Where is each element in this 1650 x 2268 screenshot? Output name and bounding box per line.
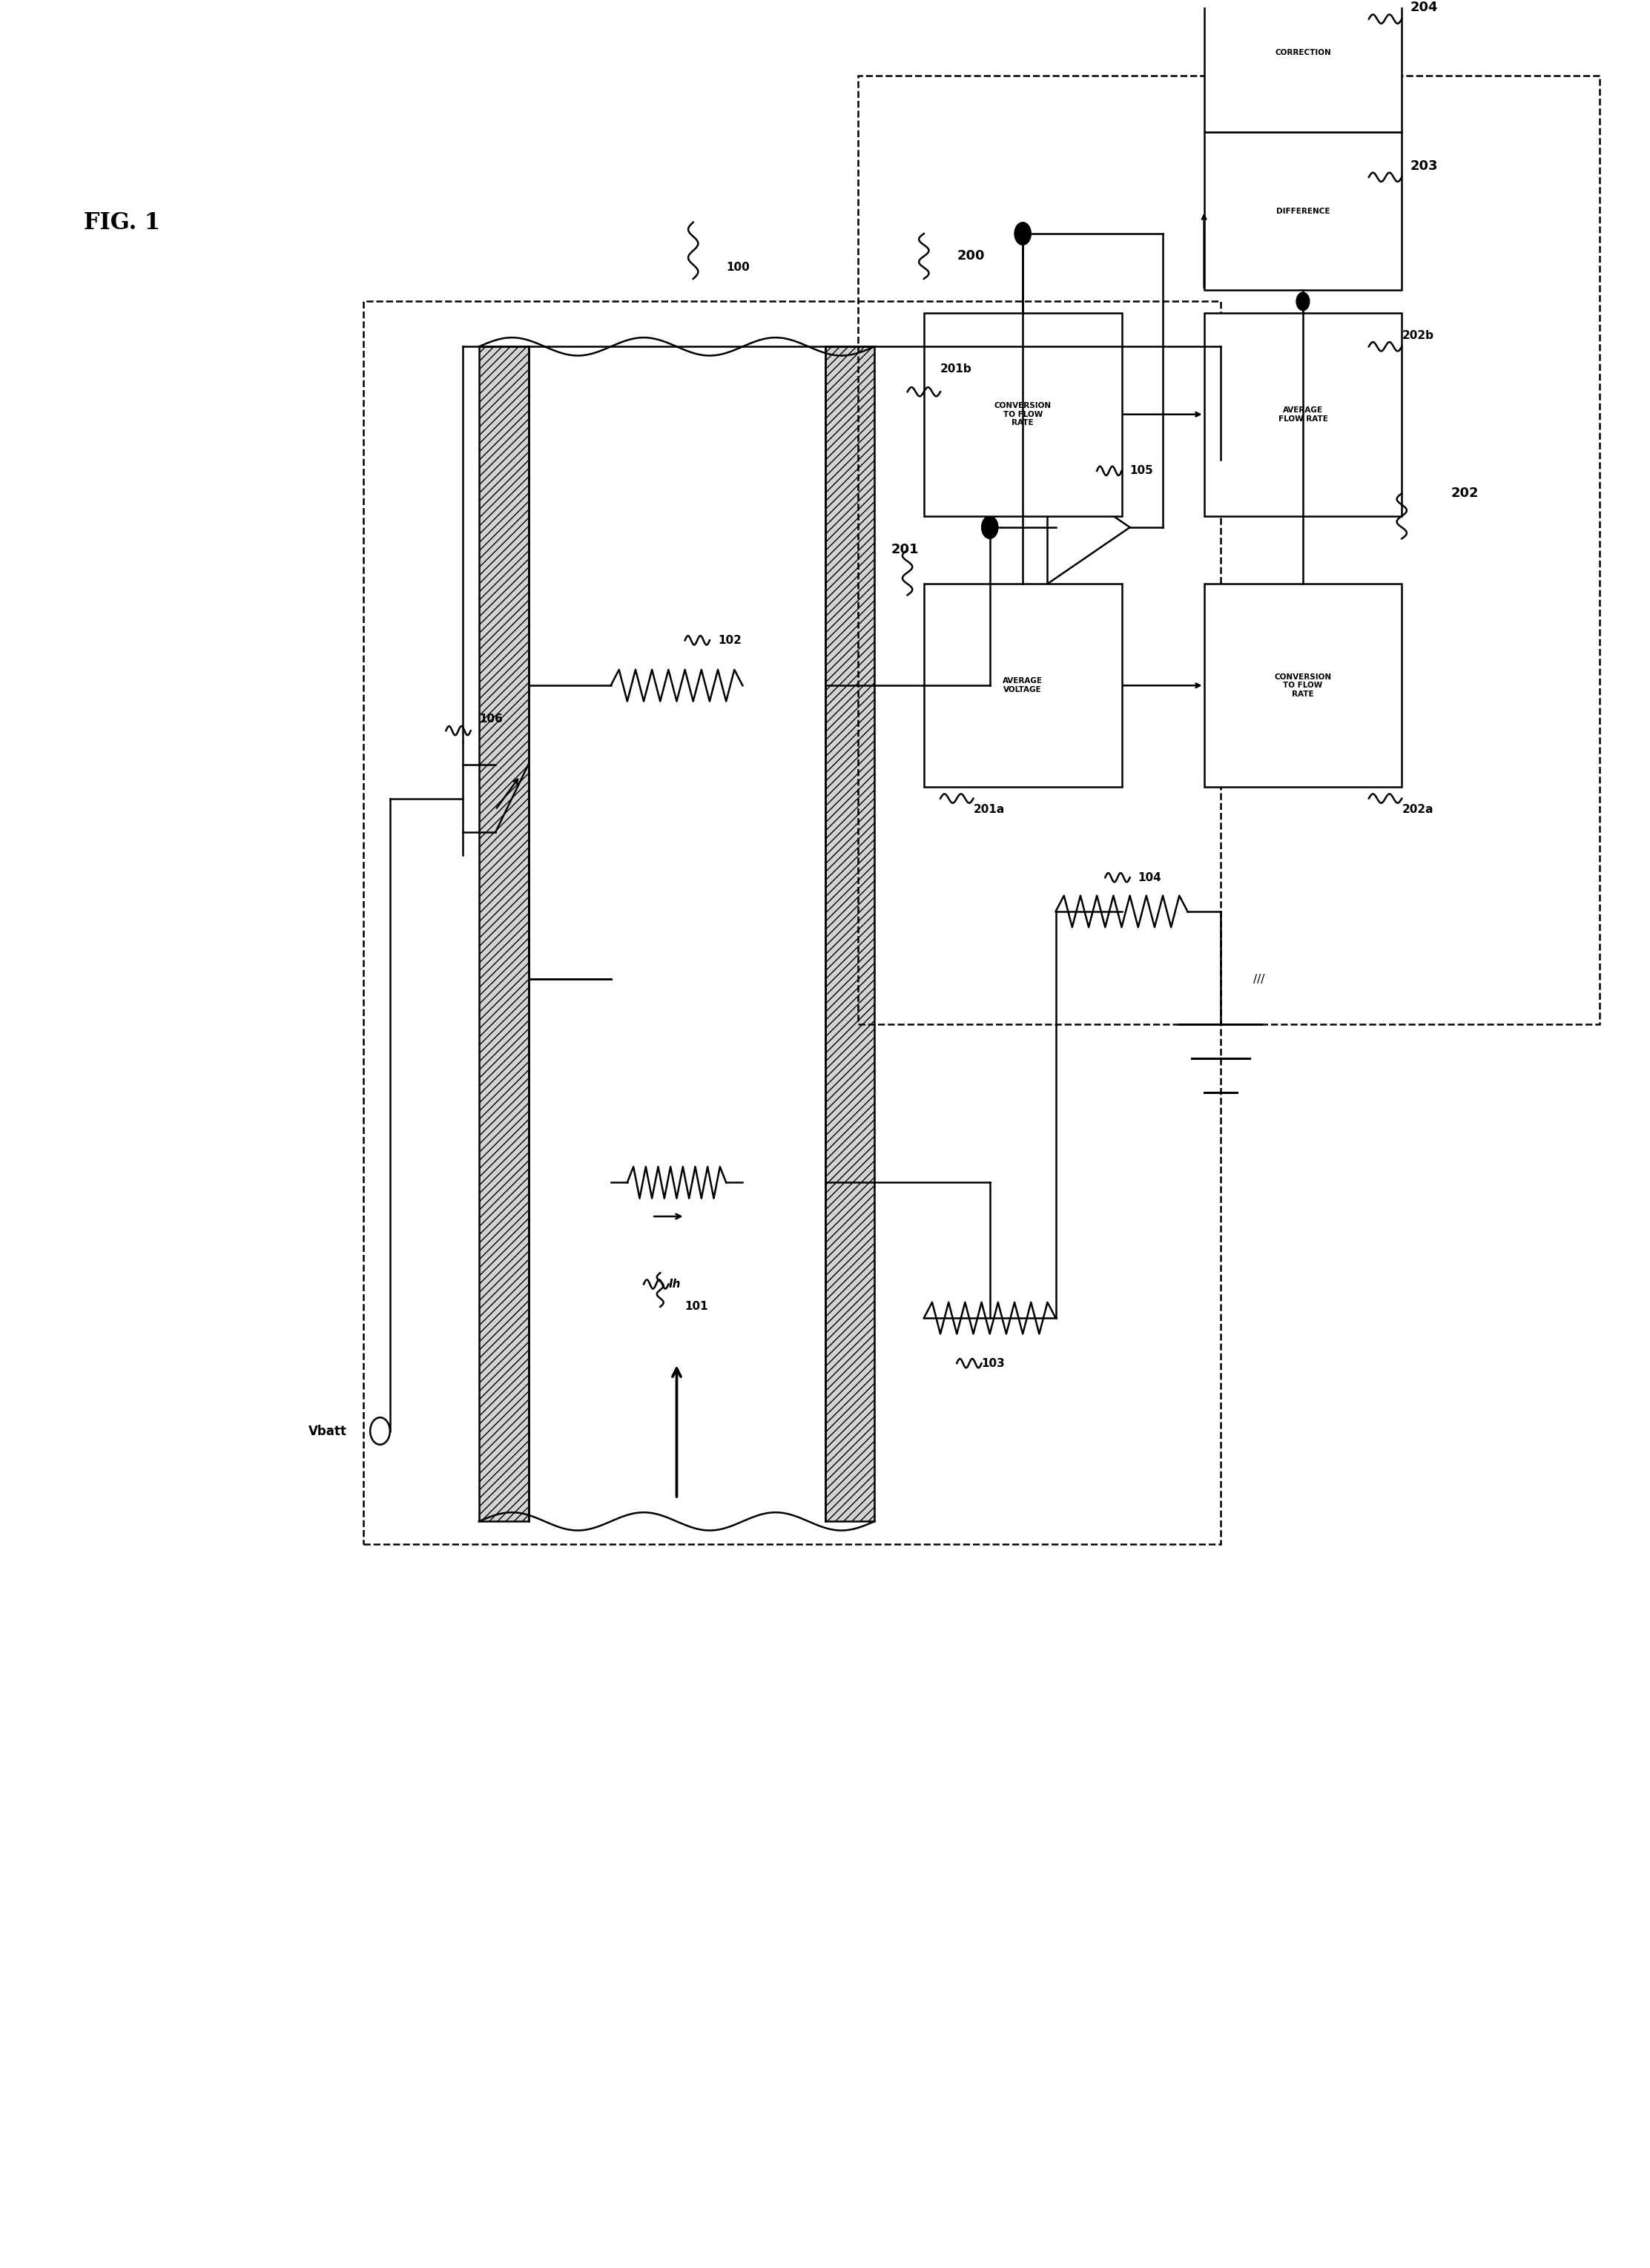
Text: AVERAGE
FLOW RATE: AVERAGE FLOW RATE (1279, 406, 1328, 422)
Text: 103: 103 (982, 1359, 1005, 1370)
Text: 202: 202 (1452, 488, 1478, 501)
Text: 201: 201 (891, 544, 919, 556)
Circle shape (1297, 293, 1310, 311)
Text: FIG. 1: FIG. 1 (84, 211, 160, 234)
Bar (1204, 313, 1402, 517)
Bar (924, 583, 1122, 787)
Text: AVERAGE
VOLTAGE: AVERAGE VOLTAGE (1003, 678, 1043, 694)
Text: 200: 200 (957, 249, 985, 263)
Text: CONVERSION
TO FLOW
RATE: CONVERSION TO FLOW RATE (1274, 674, 1332, 699)
Text: 204: 204 (1411, 0, 1437, 14)
Text: DIFFERENCE: DIFFERENCE (1275, 206, 1330, 215)
Text: 101: 101 (685, 1302, 708, 1313)
Text: 202b: 202b (1402, 329, 1434, 340)
Text: CORRECTION: CORRECTION (1275, 50, 1332, 57)
Bar (825, 347, 874, 1522)
Bar (1204, 132, 1402, 290)
Text: 104: 104 (1138, 871, 1162, 882)
Circle shape (1015, 222, 1031, 245)
Text: Vbatt: Vbatt (309, 1424, 346, 1438)
Bar (858, 75, 1599, 1025)
Text: Ih: Ih (668, 1279, 681, 1290)
Text: 106: 106 (478, 714, 503, 726)
Text: 102: 102 (718, 635, 741, 646)
Bar (478, 347, 528, 1522)
Text: CONVERSION
TO FLOW
RATE: CONVERSION TO FLOW RATE (995, 401, 1051, 426)
Bar (1204, 0, 1402, 132)
Text: ///: /// (1254, 973, 1266, 984)
Text: 100: 100 (726, 263, 749, 272)
Text: 201a: 201a (974, 805, 1005, 814)
Text: 105: 105 (1130, 465, 1153, 476)
Text: 202a: 202a (1402, 805, 1434, 814)
Text: 201b: 201b (940, 363, 972, 374)
Text: 203: 203 (1411, 159, 1437, 172)
Circle shape (982, 517, 998, 538)
Bar (924, 313, 1122, 517)
Bar (363, 302, 1221, 1545)
Circle shape (982, 674, 998, 696)
Bar (1204, 583, 1402, 787)
